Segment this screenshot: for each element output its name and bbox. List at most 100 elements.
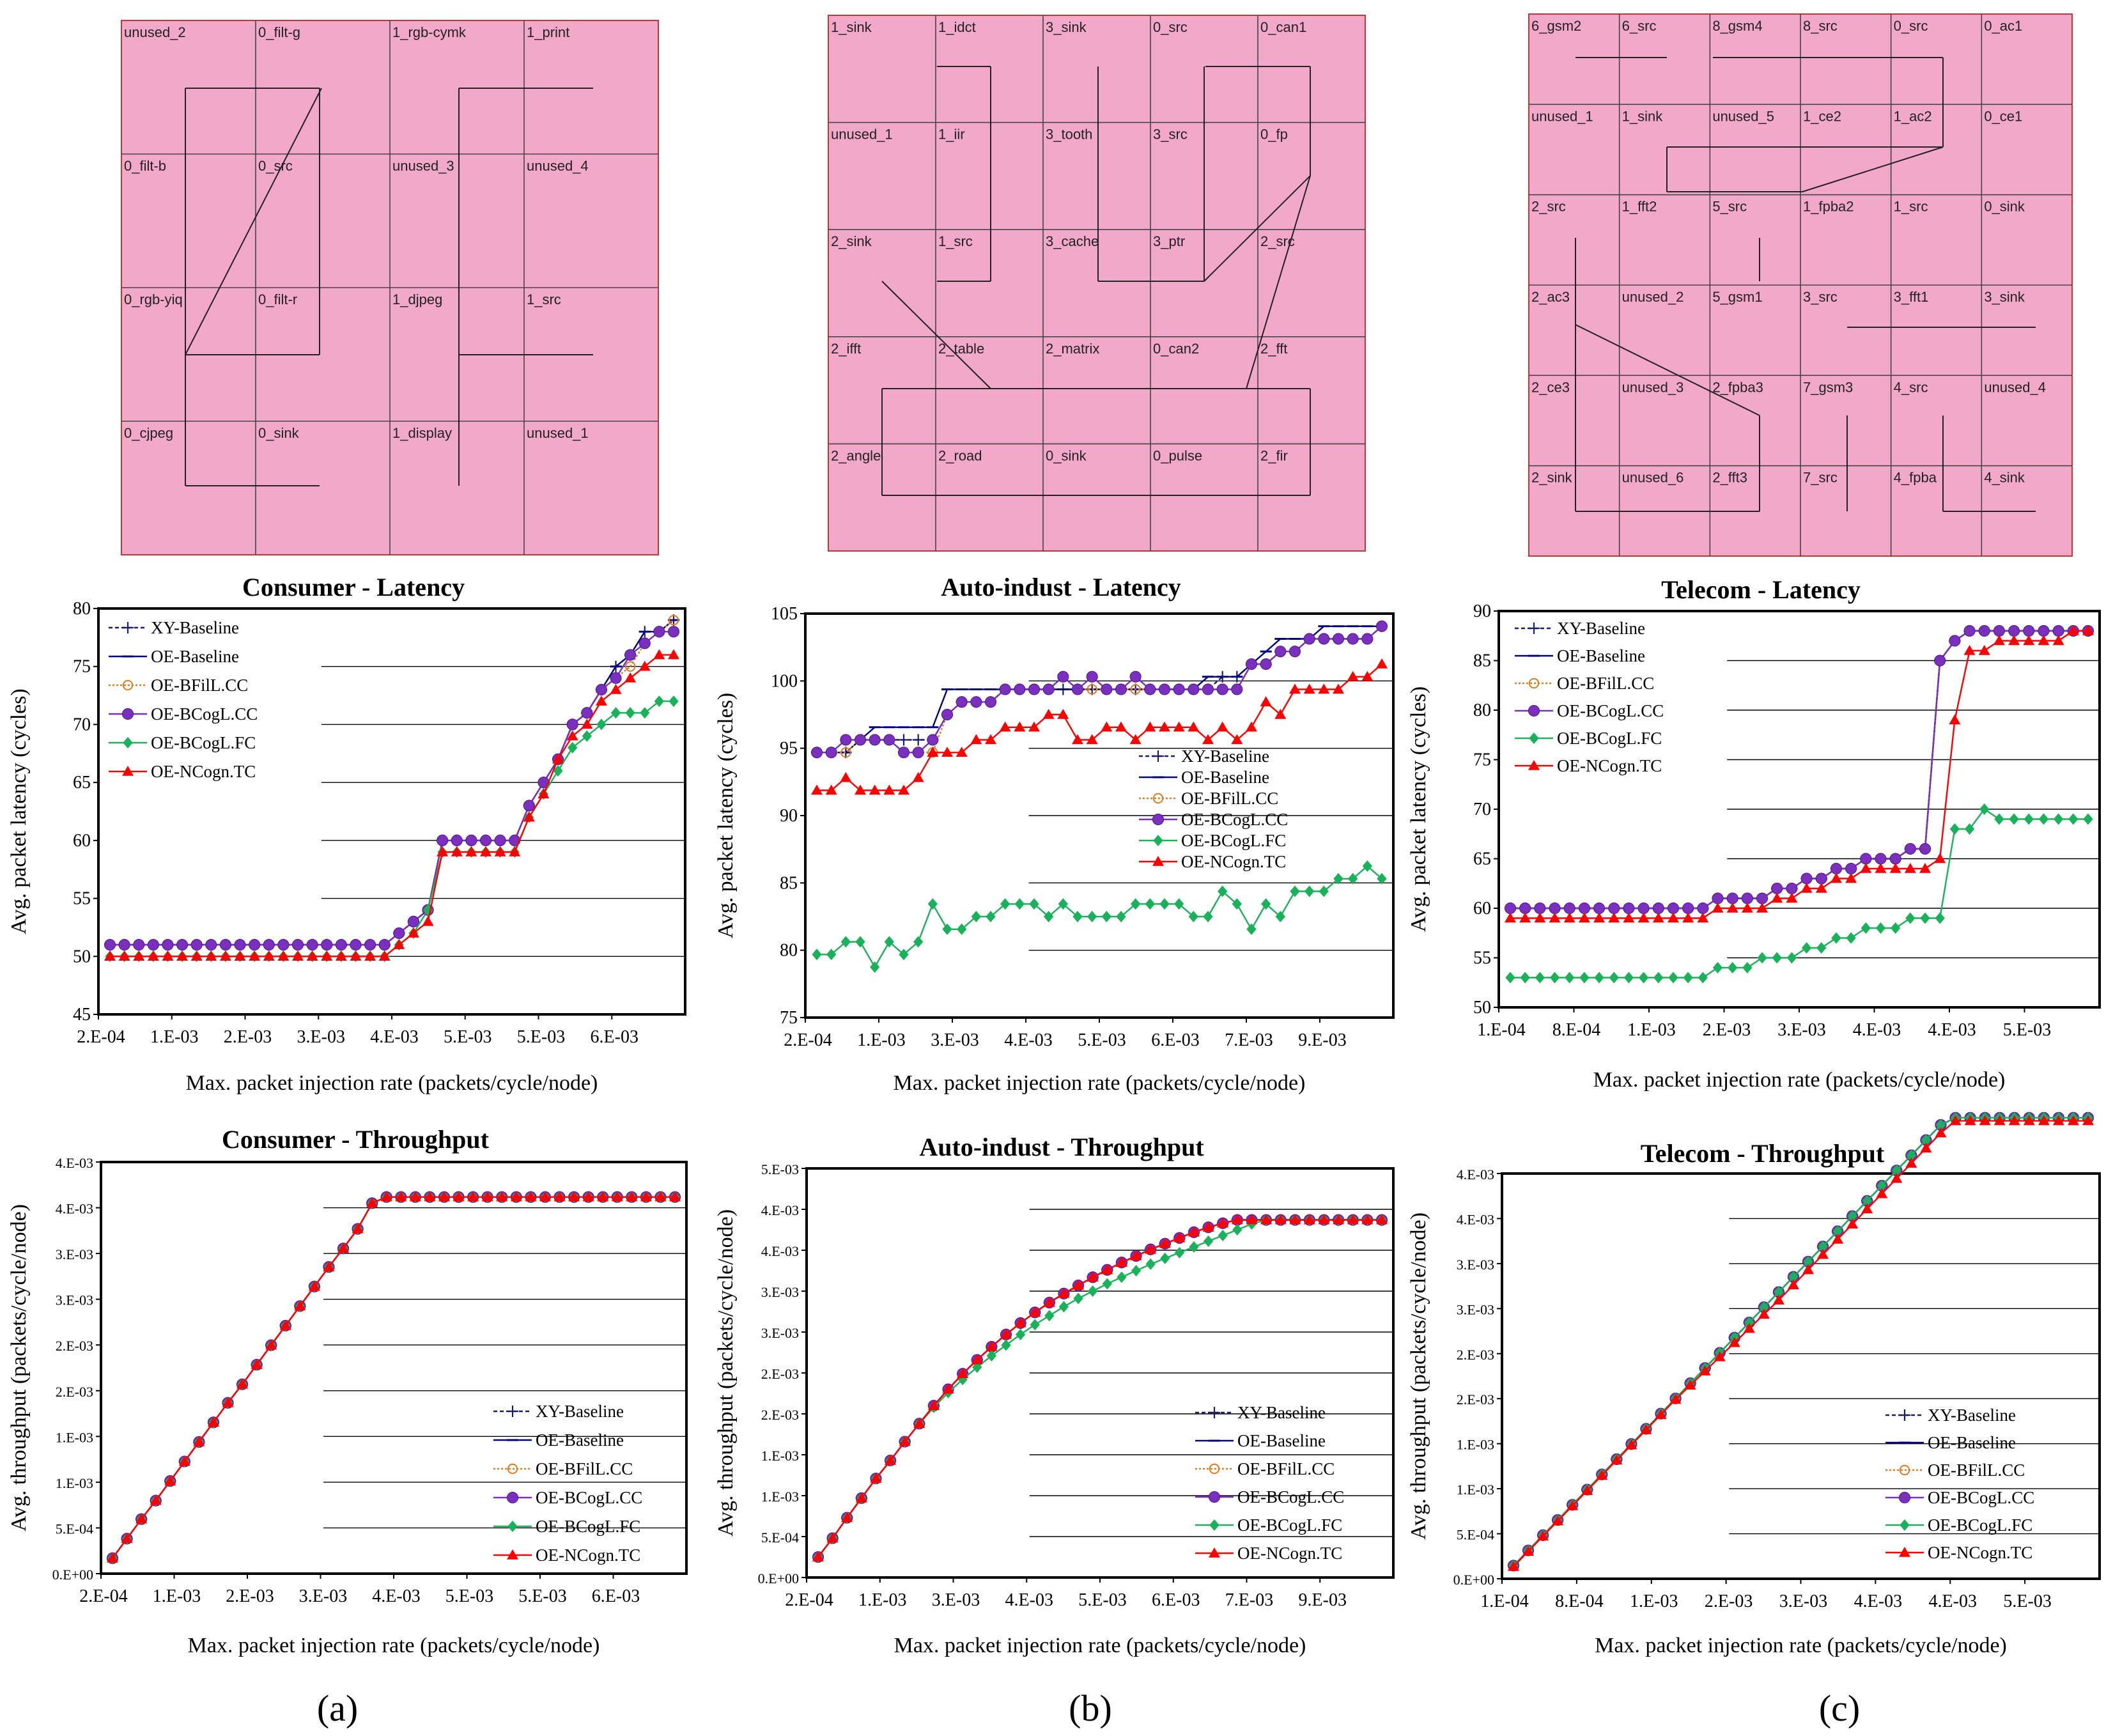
mesh-tile-label: 2_road — [938, 447, 982, 463]
marker-triangle — [294, 1300, 306, 1311]
series-line — [1510, 630, 2088, 910]
mesh-tile-label: 1_fpba2 — [1803, 199, 1854, 215]
marker-triangle — [568, 1191, 580, 1202]
marker-triangle — [1289, 1214, 1301, 1225]
legend-label: OE-BFilL.CC — [1237, 1459, 1335, 1478]
marker-diamond — [1728, 962, 1738, 973]
x-tick-label: 1.E-03 — [857, 1030, 905, 1050]
legend-label: OE-BCogL.FC — [1928, 1515, 2032, 1535]
marker-triangle — [147, 950, 159, 961]
marker-triangle — [321, 950, 333, 961]
x-tick-label: 6.E-03 — [1152, 1590, 1200, 1610]
marker-triangle — [337, 1243, 350, 1253]
marker-triangle — [1173, 1232, 1186, 1243]
marker-triangle — [1637, 912, 1650, 923]
x-axis-label: Max. packet injection rate (packets/cycl… — [188, 1634, 600, 1657]
y-tick-label: 1.E-03 — [761, 1489, 799, 1505]
marker-plus — [507, 1406, 518, 1417]
marker-triangle — [193, 1436, 205, 1446]
marker-diamond — [1949, 823, 1960, 835]
marker-triangle — [424, 1191, 436, 1202]
marker-triangle — [205, 950, 217, 961]
mesh-tile-label: 0_src — [258, 158, 293, 174]
marker-circle — [897, 747, 910, 759]
marker-diamond — [1964, 823, 1975, 835]
marker-triangle — [1159, 721, 1170, 732]
marker-circle — [1652, 902, 1664, 915]
marker-triangle — [453, 1191, 465, 1202]
marker-triangle — [654, 1191, 667, 1202]
marker-triangle — [538, 788, 550, 799]
marker-triangle — [957, 1368, 969, 1379]
legend-label: XY-Baseline — [1237, 1403, 1326, 1422]
y-tick-label: 3.E-03 — [1457, 1301, 1494, 1317]
marker-circle — [1549, 902, 1561, 915]
marker-circle — [1071, 683, 1084, 695]
marker-triangle — [407, 927, 419, 938]
x-tick-label: 4.E-03 — [370, 1027, 418, 1047]
x-tick-label: 4.E-03 — [1005, 1590, 1053, 1610]
marker-triangle — [438, 1191, 450, 1202]
marker-triangle — [1640, 1424, 1652, 1434]
x-axis-label: Max. packet injection rate (packets/cycl… — [1595, 1634, 2007, 1657]
legend-label: OE-NCogn.TC — [1237, 1544, 1342, 1563]
legend-label: OE-BCogL.CC — [151, 704, 258, 724]
series-OE-NCogn.TC — [1508, 1115, 2094, 1571]
marker-triangle — [653, 649, 665, 660]
y-tick-label: 55 — [73, 889, 91, 909]
marker-diamond — [1683, 972, 1693, 984]
marker-triangle — [1129, 734, 1142, 745]
legend-label: XY-Baseline — [151, 618, 239, 637]
marker-diamond — [1015, 1328, 1026, 1340]
marker-diamond — [1774, 1286, 1784, 1298]
marker-diamond — [2068, 813, 2078, 825]
mesh-tile-label: 2_ifft — [831, 341, 861, 357]
marker-diamond — [1818, 1241, 1828, 1253]
marker-circle — [263, 939, 275, 951]
marker-diamond — [1131, 1265, 1142, 1276]
marker-diamond — [1698, 972, 1708, 984]
marker-circle — [306, 939, 318, 951]
marker-triangle — [1876, 1188, 1888, 1198]
marker-triangle — [1802, 1264, 1815, 1275]
mesh-tile-label: 0_fp — [1260, 127, 1288, 143]
mesh-tile-label: 1_src — [527, 291, 561, 307]
y-tick-label: 85 — [780, 873, 798, 893]
legend-label: OE-BCogL.FC — [151, 733, 256, 752]
mesh-tile-label: 0_filt-g — [258, 24, 300, 40]
mesh-tile-label: 4_sink — [1984, 470, 2025, 486]
marker-diamond — [1875, 922, 1886, 934]
series-line — [110, 654, 674, 957]
marker-diamond — [1653, 972, 1664, 984]
x-tick-label: 1.E-04 — [1477, 1020, 1525, 1040]
marker-circle — [956, 696, 968, 708]
mesh-tile-label: unused_1 — [831, 127, 893, 143]
marker-diamond — [1131, 898, 1141, 910]
y-axis-label: Avg. packet latency (cycles) — [714, 693, 738, 939]
marker-triangle — [1860, 863, 1872, 873]
legend: XY-Baseline OE-Baseline OE-BFilL.CC OE-BCog… — [1885, 1406, 2034, 1562]
marker-triangle — [1361, 1214, 1374, 1225]
marker-triangle — [597, 1191, 609, 1202]
marker-triangle — [869, 784, 881, 795]
marker-triangle — [1376, 658, 1388, 669]
marker-open-circle — [1130, 684, 1141, 695]
legend-label: OE-BCogL.CC — [536, 1488, 642, 1507]
marker-triangle — [812, 1551, 824, 1562]
marker-triangle — [523, 811, 535, 822]
marker-circle — [1815, 872, 1827, 885]
marker-diamond — [1862, 1195, 1872, 1207]
y-axis-label: Avg. throughput (packets/cycle/node) — [714, 1209, 738, 1537]
marker-triangle — [1949, 1115, 1962, 1126]
marker-triangle — [2067, 1115, 2079, 1126]
mesh-tile-label: 2_table — [938, 341, 984, 357]
marker-diamond — [1044, 1310, 1055, 1322]
marker-triangle — [277, 950, 290, 961]
marker-diamond — [1145, 1258, 1156, 1270]
marker-open-circle — [1899, 1464, 1910, 1476]
x-tick-label: 1.E-03 — [1630, 1592, 1678, 1611]
x-tick-label: 3.E-03 — [932, 1590, 980, 1610]
marker-circle — [1756, 892, 1769, 904]
panel-label-b: (b) — [1069, 1687, 1112, 1729]
marker-triangle — [1581, 1485, 1593, 1495]
